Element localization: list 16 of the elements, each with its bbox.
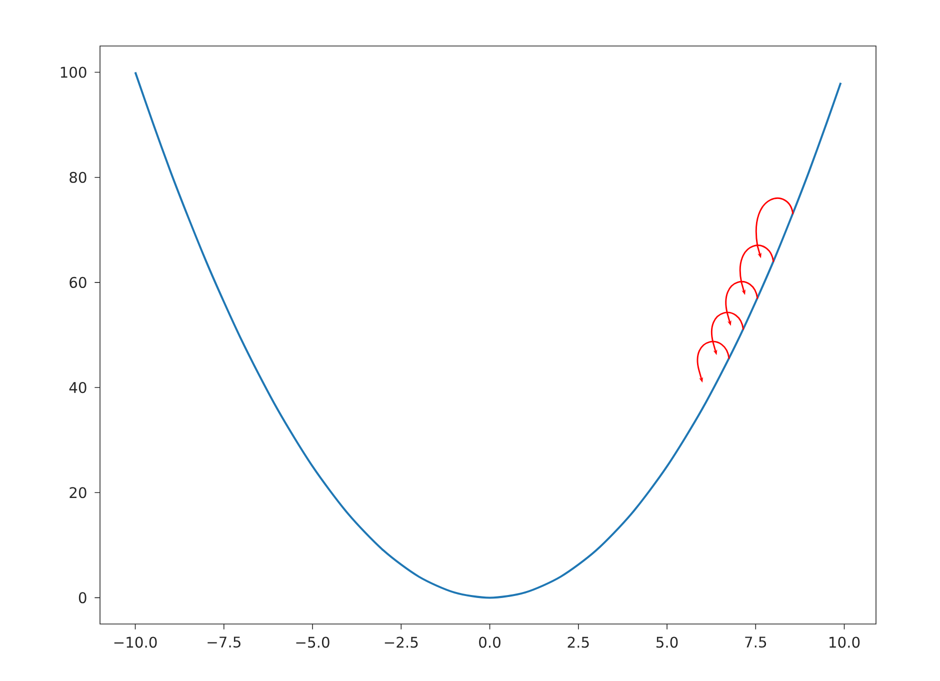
y-tick-label: 40 [69,382,86,394]
y-tick-label: 0 [78,592,86,604]
line-series [134,71,842,599]
y-tick-label: 60 [70,276,86,288]
x-tick-label: 2.5 [568,636,589,648]
x-tick-label: −7.5 [208,636,240,648]
x-tick-label: −5.0 [296,636,330,648]
x-tick-label: 10.0 [830,636,860,648]
y-tick-label: 20 [70,487,86,498]
y-tick-label: 80 [70,172,86,183]
x-tick-label: 0.0 [479,636,500,648]
x-tick-label: 7.5 [745,636,766,648]
x-tick-label: 5.0 [656,636,678,648]
x-tick-label: −10.0 [114,636,157,648]
y-tick-label: 100 [60,66,86,78]
x-tick-label: −2.5 [384,636,418,648]
